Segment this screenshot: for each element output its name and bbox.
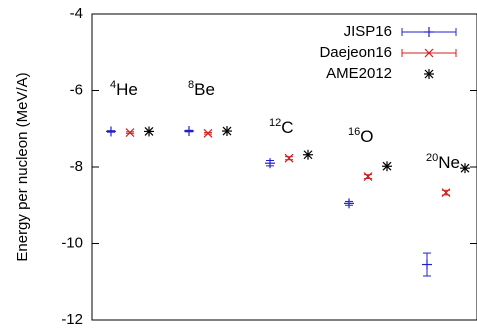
y-tick-label: -10 — [61, 234, 83, 251]
point-marker — [203, 128, 213, 138]
legend-marker — [424, 69, 434, 79]
data-point-jisp16 — [344, 198, 354, 209]
legend-label: JISP16 — [344, 23, 392, 40]
nucleus-mass: 4 — [110, 79, 116, 91]
point-marker — [284, 153, 294, 163]
nucleus-labels: 4He 8Be 12C 16O 20Ne — [110, 79, 460, 172]
data-point-jisp16 — [422, 252, 432, 277]
data-point-ame2012 — [460, 163, 470, 174]
y-tick-label: -12 — [61, 311, 83, 328]
data-point-jisp16 — [106, 126, 116, 137]
nucleus-symbol: C — [281, 118, 293, 137]
nucleus-mass: 20 — [426, 152, 438, 164]
legend-sample — [424, 69, 434, 79]
point-marker — [125, 128, 135, 137]
data-point-daejeon16 — [441, 188, 451, 198]
y-axis-ticks: -4 -6 -8 -10 -12 — [61, 5, 477, 328]
point-marker — [303, 150, 313, 160]
nucleus-label: 8Be — [188, 79, 215, 99]
data-point-ame2012 — [222, 126, 232, 137]
legend-sample — [401, 48, 457, 58]
data-point-ame2012 — [303, 149, 313, 160]
legend-sample — [401, 27, 457, 37]
nucleus-symbol: O — [360, 127, 373, 146]
data-point-ame2012 — [382, 161, 392, 172]
point-marker — [363, 172, 373, 181]
y-tick-label: -8 — [70, 158, 83, 175]
nucleus-symbol: Ne — [438, 153, 460, 172]
point-marker — [460, 163, 470, 173]
data-point-jisp16 — [184, 126, 194, 137]
plot-frame — [91, 13, 477, 321]
point-marker — [441, 188, 451, 198]
nucleus-label: 4He — [110, 79, 138, 99]
nucleus-label: 20Ne — [426, 152, 460, 172]
data-point-daejeon16 — [284, 153, 294, 163]
nucleus-label: 16O — [348, 126, 373, 146]
nucleus-mass: 8 — [188, 79, 194, 91]
nucleus-symbol: He — [116, 80, 138, 99]
y-axis-label: Energy per nucleon (MeV/A) — [14, 72, 31, 261]
point-marker — [144, 127, 154, 136]
point-marker — [382, 161, 392, 171]
data-point-jisp16 — [265, 158, 275, 169]
data-point-daejeon16 — [203, 128, 213, 138]
point-marker — [222, 126, 232, 136]
data-point-ame2012 — [144, 126, 154, 137]
data-point-daejeon16 — [363, 172, 373, 181]
nucleus-mass: 12 — [269, 117, 281, 129]
data-point-daejeon16 — [125, 128, 135, 137]
nucleus-mass: 16 — [348, 126, 360, 138]
legend-label: Daejeon16 — [319, 44, 392, 61]
nucleus-label: 12C — [269, 117, 294, 137]
y-tick-label: -6 — [70, 81, 83, 98]
data-marks — [106, 126, 470, 277]
legend: JISP16 Daejeon16 AME2012 — [319, 23, 457, 82]
legend-marker — [424, 48, 434, 58]
legend-label: AME2012 — [326, 65, 392, 82]
nucleus-symbol: Be — [194, 80, 215, 99]
y-tick-label: -4 — [70, 5, 83, 22]
